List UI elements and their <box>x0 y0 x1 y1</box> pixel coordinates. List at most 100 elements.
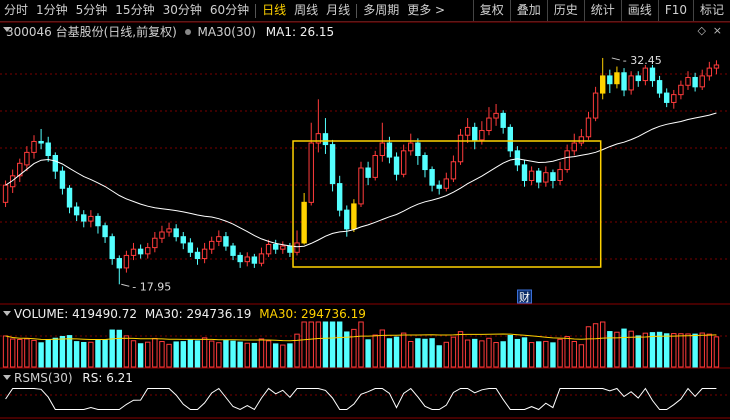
volume-bar <box>450 336 457 368</box>
candle-body <box>130 248 137 256</box>
candle-body <box>422 155 428 171</box>
candle-body <box>457 134 464 163</box>
volume-bar <box>102 339 108 368</box>
volume-bar <box>379 329 386 368</box>
candle-body <box>628 75 634 91</box>
candle-body <box>24 151 30 166</box>
toolbar-button[interactable]: 复权 <box>472 0 510 21</box>
volume-bar <box>230 340 236 368</box>
period-tab[interactable]: 5分钟 <box>75 3 108 17</box>
candle-body <box>500 112 506 128</box>
volume-bar <box>173 341 179 368</box>
period-tab[interactable]: 周线 <box>294 3 319 17</box>
volume-bar <box>251 342 258 368</box>
volume-bar <box>201 337 208 368</box>
candle-body <box>649 67 656 82</box>
volume-bar <box>635 335 641 368</box>
candle-body <box>59 170 66 189</box>
volume-bar <box>137 343 144 368</box>
period-tab[interactable]: 15分钟 <box>115 3 155 17</box>
volume-bar <box>479 340 485 368</box>
candle-body <box>429 169 435 186</box>
toolbar-button[interactable]: 画线 <box>620 0 658 21</box>
candle-body <box>287 245 293 253</box>
candle-body <box>372 155 378 178</box>
period-tab[interactable]: 分时 <box>4 3 29 17</box>
close-icon[interactable]: × <box>712 24 722 37</box>
volume-bar <box>244 342 250 368</box>
candle-body <box>73 206 80 216</box>
main-collapse-icon[interactable] <box>3 27 11 32</box>
candle-body <box>272 243 279 250</box>
candle-body <box>621 72 627 91</box>
volume-collapse-icon[interactable] <box>3 311 11 316</box>
candle-body <box>443 178 450 189</box>
volume-bar <box>31 339 37 368</box>
period-tab[interactable]: 1分钟 <box>36 3 68 17</box>
volume-bar <box>592 323 599 368</box>
period-tabs: 分时 1分钟 5分钟 15分钟 30分钟 60分钟 日线 周线 月线 多周期 更多 > <box>0 0 449 21</box>
candle-body <box>400 150 407 175</box>
candle-body <box>578 136 585 144</box>
period-tab[interactable]: 月线 <box>326 3 351 17</box>
volume-bar <box>713 336 720 368</box>
period-tab[interactable]: 更多 > <box>407 3 446 17</box>
low-price-label: - 17.95 <box>132 280 171 293</box>
candle-body <box>507 126 513 152</box>
toolbar-button[interactable]: 历史 <box>546 0 584 21</box>
expand-icon[interactable]: ◇ <box>697 24 706 37</box>
period-tab[interactable]: 30分钟 <box>162 3 202 17</box>
volume-bar <box>216 342 222 368</box>
candle-body <box>152 237 158 249</box>
volume-bar <box>45 339 51 368</box>
toolbar-button[interactable]: 叠加 <box>509 0 547 21</box>
volume-bar <box>706 333 713 368</box>
period-tab[interactable]: 多周期 <box>363 3 400 17</box>
volume-bar <box>358 321 364 368</box>
candle-body <box>88 215 94 222</box>
stock-title: 300046 台基股份(日线,前复权) <box>6 25 177 39</box>
period-tab[interactable]: 日线 <box>262 3 287 17</box>
volume-bar <box>621 328 627 368</box>
ma-dot-icon <box>184 29 191 35</box>
candle-body <box>38 140 44 144</box>
volume-bar <box>415 338 421 368</box>
rsms-info: RSMS(30) RS: 6.21 <box>6 371 133 385</box>
ma30-line <box>5 112 717 248</box>
volume-bar <box>443 341 450 368</box>
candle-body <box>159 231 165 239</box>
candle-body <box>692 76 698 88</box>
candle-body <box>514 150 521 166</box>
volume-bar <box>194 340 201 368</box>
candle-body <box>329 144 336 185</box>
volume-bar <box>123 335 130 368</box>
candle-body <box>166 228 172 233</box>
volume-bar <box>692 333 698 368</box>
volume-bar <box>699 332 705 368</box>
candle-body <box>386 142 393 158</box>
highlight-box <box>292 140 602 268</box>
period-tab[interactable]: 60分钟 <box>209 3 250 17</box>
candle-body <box>280 245 286 250</box>
volume-bar <box>315 321 322 368</box>
volume-bar <box>365 339 371 368</box>
volume-bar <box>166 343 172 368</box>
volume-bar <box>550 342 556 368</box>
volume-bar <box>145 341 151 368</box>
candle-body <box>17 162 23 177</box>
candle-body <box>408 142 414 152</box>
toolbar-button[interactable]: F10 <box>657 0 693 21</box>
volume-bar <box>95 339 101 368</box>
volume-bar <box>656 331 663 368</box>
volume-bar <box>159 341 165 368</box>
candle-body <box>194 251 201 260</box>
candle-body <box>301 201 307 244</box>
candle-body <box>592 92 599 119</box>
candle-body <box>237 254 243 263</box>
candle-body <box>713 64 720 69</box>
rsms-collapse-icon[interactable] <box>3 375 11 380</box>
volume-bar <box>500 341 506 368</box>
candle-body <box>81 214 87 222</box>
toolbar-button[interactable]: 统计 <box>583 0 621 21</box>
toolbar-button[interactable]: 标记 <box>692 0 730 21</box>
